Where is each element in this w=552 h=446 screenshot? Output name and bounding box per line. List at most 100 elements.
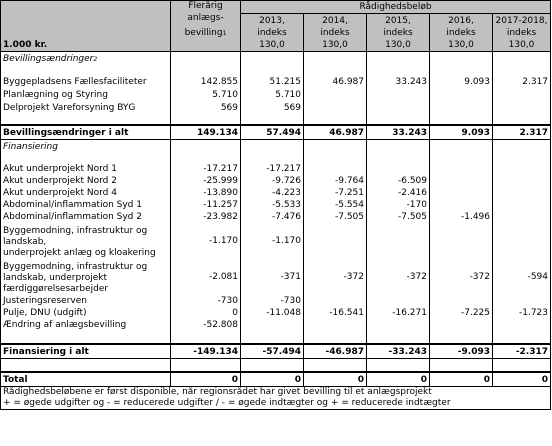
- value-cell: -9.726: [240, 175, 304, 187]
- value-cell: -1.170: [170, 223, 241, 259]
- value-cell: -1.723: [492, 307, 552, 319]
- year-header-5-line3: 130,0: [492, 39, 552, 52]
- value-cell: 57.494: [240, 124, 304, 140]
- value-cell: 5.710: [240, 88, 304, 101]
- value-cell: -9.764: [303, 175, 367, 187]
- header-blank-cell: [0, 0, 171, 13]
- year-header-5-line1: 2017-2018,: [492, 13, 552, 27]
- budget-table: Flerårig Rådighedsbeløb anlægs- 2013, 20…: [0, 0, 552, 410]
- value-cell: [429, 319, 493, 331]
- value-cell: -170: [366, 199, 430, 211]
- value-cell: -594: [492, 259, 552, 295]
- value-cell: 0: [366, 371, 430, 387]
- value-cell: 0: [303, 371, 367, 387]
- row-label: Ændring af anlægsbevilling: [0, 319, 171, 331]
- value-cell: [492, 187, 552, 199]
- value-cell: [492, 319, 552, 331]
- value-cell: -33.243: [366, 343, 430, 359]
- row-label: Akut underprojekt Nord 4: [0, 187, 171, 199]
- row-label: Byggemodning, infrastruktur og landskab, u…: [0, 223, 171, 259]
- value-cell: 9.093: [429, 75, 493, 88]
- value-cell: -1.496: [429, 211, 493, 223]
- value-cell: -52.808: [170, 319, 241, 331]
- value-cell: -730: [170, 295, 241, 307]
- value-cell: 149.134: [170, 124, 241, 140]
- header-row-2: anlægs- 2013, 2014, 2015, 2016, 2017-201…: [0, 13, 552, 27]
- value-cell: 0: [492, 371, 552, 387]
- value-cell: [492, 175, 552, 187]
- year-header-2-line3: 130,0: [303, 39, 367, 52]
- year-header-4-line1: 2016,: [429, 13, 493, 27]
- multiyear-header-line1: Flerårig: [188, 1, 223, 11]
- unit-label: 1.000 kr.: [0, 39, 171, 52]
- table-row: Abdominal/inflammation Syd 2 -23.982 -7.…: [0, 211, 552, 223]
- value-cell: [303, 88, 367, 101]
- row-label-line2: landskab, underprojekt: [3, 273, 107, 283]
- subtotal-label: Finansiering i alt: [0, 343, 171, 359]
- spacer-row: [0, 65, 552, 75]
- value-cell: -2.317: [492, 343, 552, 359]
- value-cell: 33.243: [366, 124, 430, 140]
- table-row: Justeringsreserven -730 -730: [0, 295, 552, 307]
- table-row: Ændring af anlægsbevilling -52.808: [0, 319, 552, 331]
- value-cell: 569: [170, 101, 241, 114]
- row-label-line2: landskab,: [3, 237, 47, 247]
- table-row: Abdominal/inflammation Syd 1 -11.257 -5.…: [0, 199, 552, 211]
- header-row-3: bevilling1 indeks indeks indeks indeks i…: [0, 27, 552, 39]
- value-cell: 51.215: [240, 75, 304, 88]
- value-cell: [303, 101, 367, 114]
- spacer-row: [0, 358, 552, 372]
- value-cell: 142.855: [170, 75, 241, 88]
- value-cell: -372: [303, 259, 367, 295]
- row-label: Abdominal/inflammation Syd 2: [0, 211, 171, 223]
- value-cell: [303, 295, 367, 307]
- footnote-2: + = øgede udgifter og - = reducerede udg…: [0, 398, 552, 410]
- table-row: Byggemodning, infrastruktur og landskab, …: [0, 259, 552, 295]
- value-cell: 5.710: [170, 88, 241, 101]
- spacer-row: [0, 114, 552, 125]
- footnote-1: Rådighedsbeløbene er først disponible, n…: [0, 386, 552, 398]
- value-cell: [303, 163, 367, 175]
- value-cell: 0: [240, 371, 304, 387]
- value-cell: -57.494: [240, 343, 304, 359]
- table-row: Delprojekt Vareforsyning BYG 569 569: [0, 101, 552, 114]
- value-cell: -2.416: [366, 187, 430, 199]
- value-cell: [240, 319, 304, 331]
- footnote-row-2: + = øgede udgifter og - = reducerede udg…: [0, 398, 552, 410]
- value-cell: [429, 199, 493, 211]
- row-label-line3: underprojekt anlæg og kloakering: [3, 248, 156, 258]
- year-header-1-line2: indeks: [240, 27, 304, 39]
- spacer-row: [0, 153, 552, 163]
- value-cell: -7.476: [240, 211, 304, 223]
- value-cell: -372: [429, 259, 493, 295]
- value-cell: 0: [170, 307, 241, 319]
- multiyear-header: Flerårig: [170, 0, 241, 13]
- section-bevilling-heading: Bevillingsændringer2: [0, 51, 552, 65]
- footnote-marker-1: 1: [222, 30, 227, 37]
- value-cell: 46.987: [303, 124, 367, 140]
- group-header: Rådighedsbeløb: [240, 0, 552, 14]
- value-cell: -6.509: [366, 175, 430, 187]
- table-row: Akut underprojekt Nord 4 -13.890 -4.223 …: [0, 187, 552, 199]
- grand-total-row: Total 0 0 0 0 0 0: [0, 371, 552, 387]
- row-label-line1: Byggemodning, infrastruktur og: [3, 226, 148, 236]
- table-row: Byggemodning, infrastruktur og landskab, u…: [0, 223, 552, 259]
- value-cell: -5.554: [303, 199, 367, 211]
- value-cell: -17.217: [170, 163, 241, 175]
- year-header-1-line1: 2013,: [240, 13, 304, 27]
- value-cell: -7.251: [303, 187, 367, 199]
- multiyear-header-line2: anlægs-: [187, 13, 224, 23]
- value-cell: [366, 163, 430, 175]
- row-label: Akut underprojekt Nord 1: [0, 163, 171, 175]
- value-cell: [492, 223, 552, 259]
- value-cell: -46.987: [303, 343, 367, 359]
- header-row-4: 1.000 kr. 130,0 130,0 130,0 130,0 130,0: [0, 39, 552, 52]
- value-cell: [492, 295, 552, 307]
- row-label-line3: færdiggørelsesarbejder: [3, 284, 109, 294]
- value-cell: [492, 163, 552, 175]
- table-row: Planlægning og Styring 5.710 5.710: [0, 88, 552, 101]
- value-cell: 2.317: [492, 75, 552, 88]
- value-cell: -2.081: [170, 259, 241, 295]
- row-label: Justeringsreserven: [0, 295, 171, 307]
